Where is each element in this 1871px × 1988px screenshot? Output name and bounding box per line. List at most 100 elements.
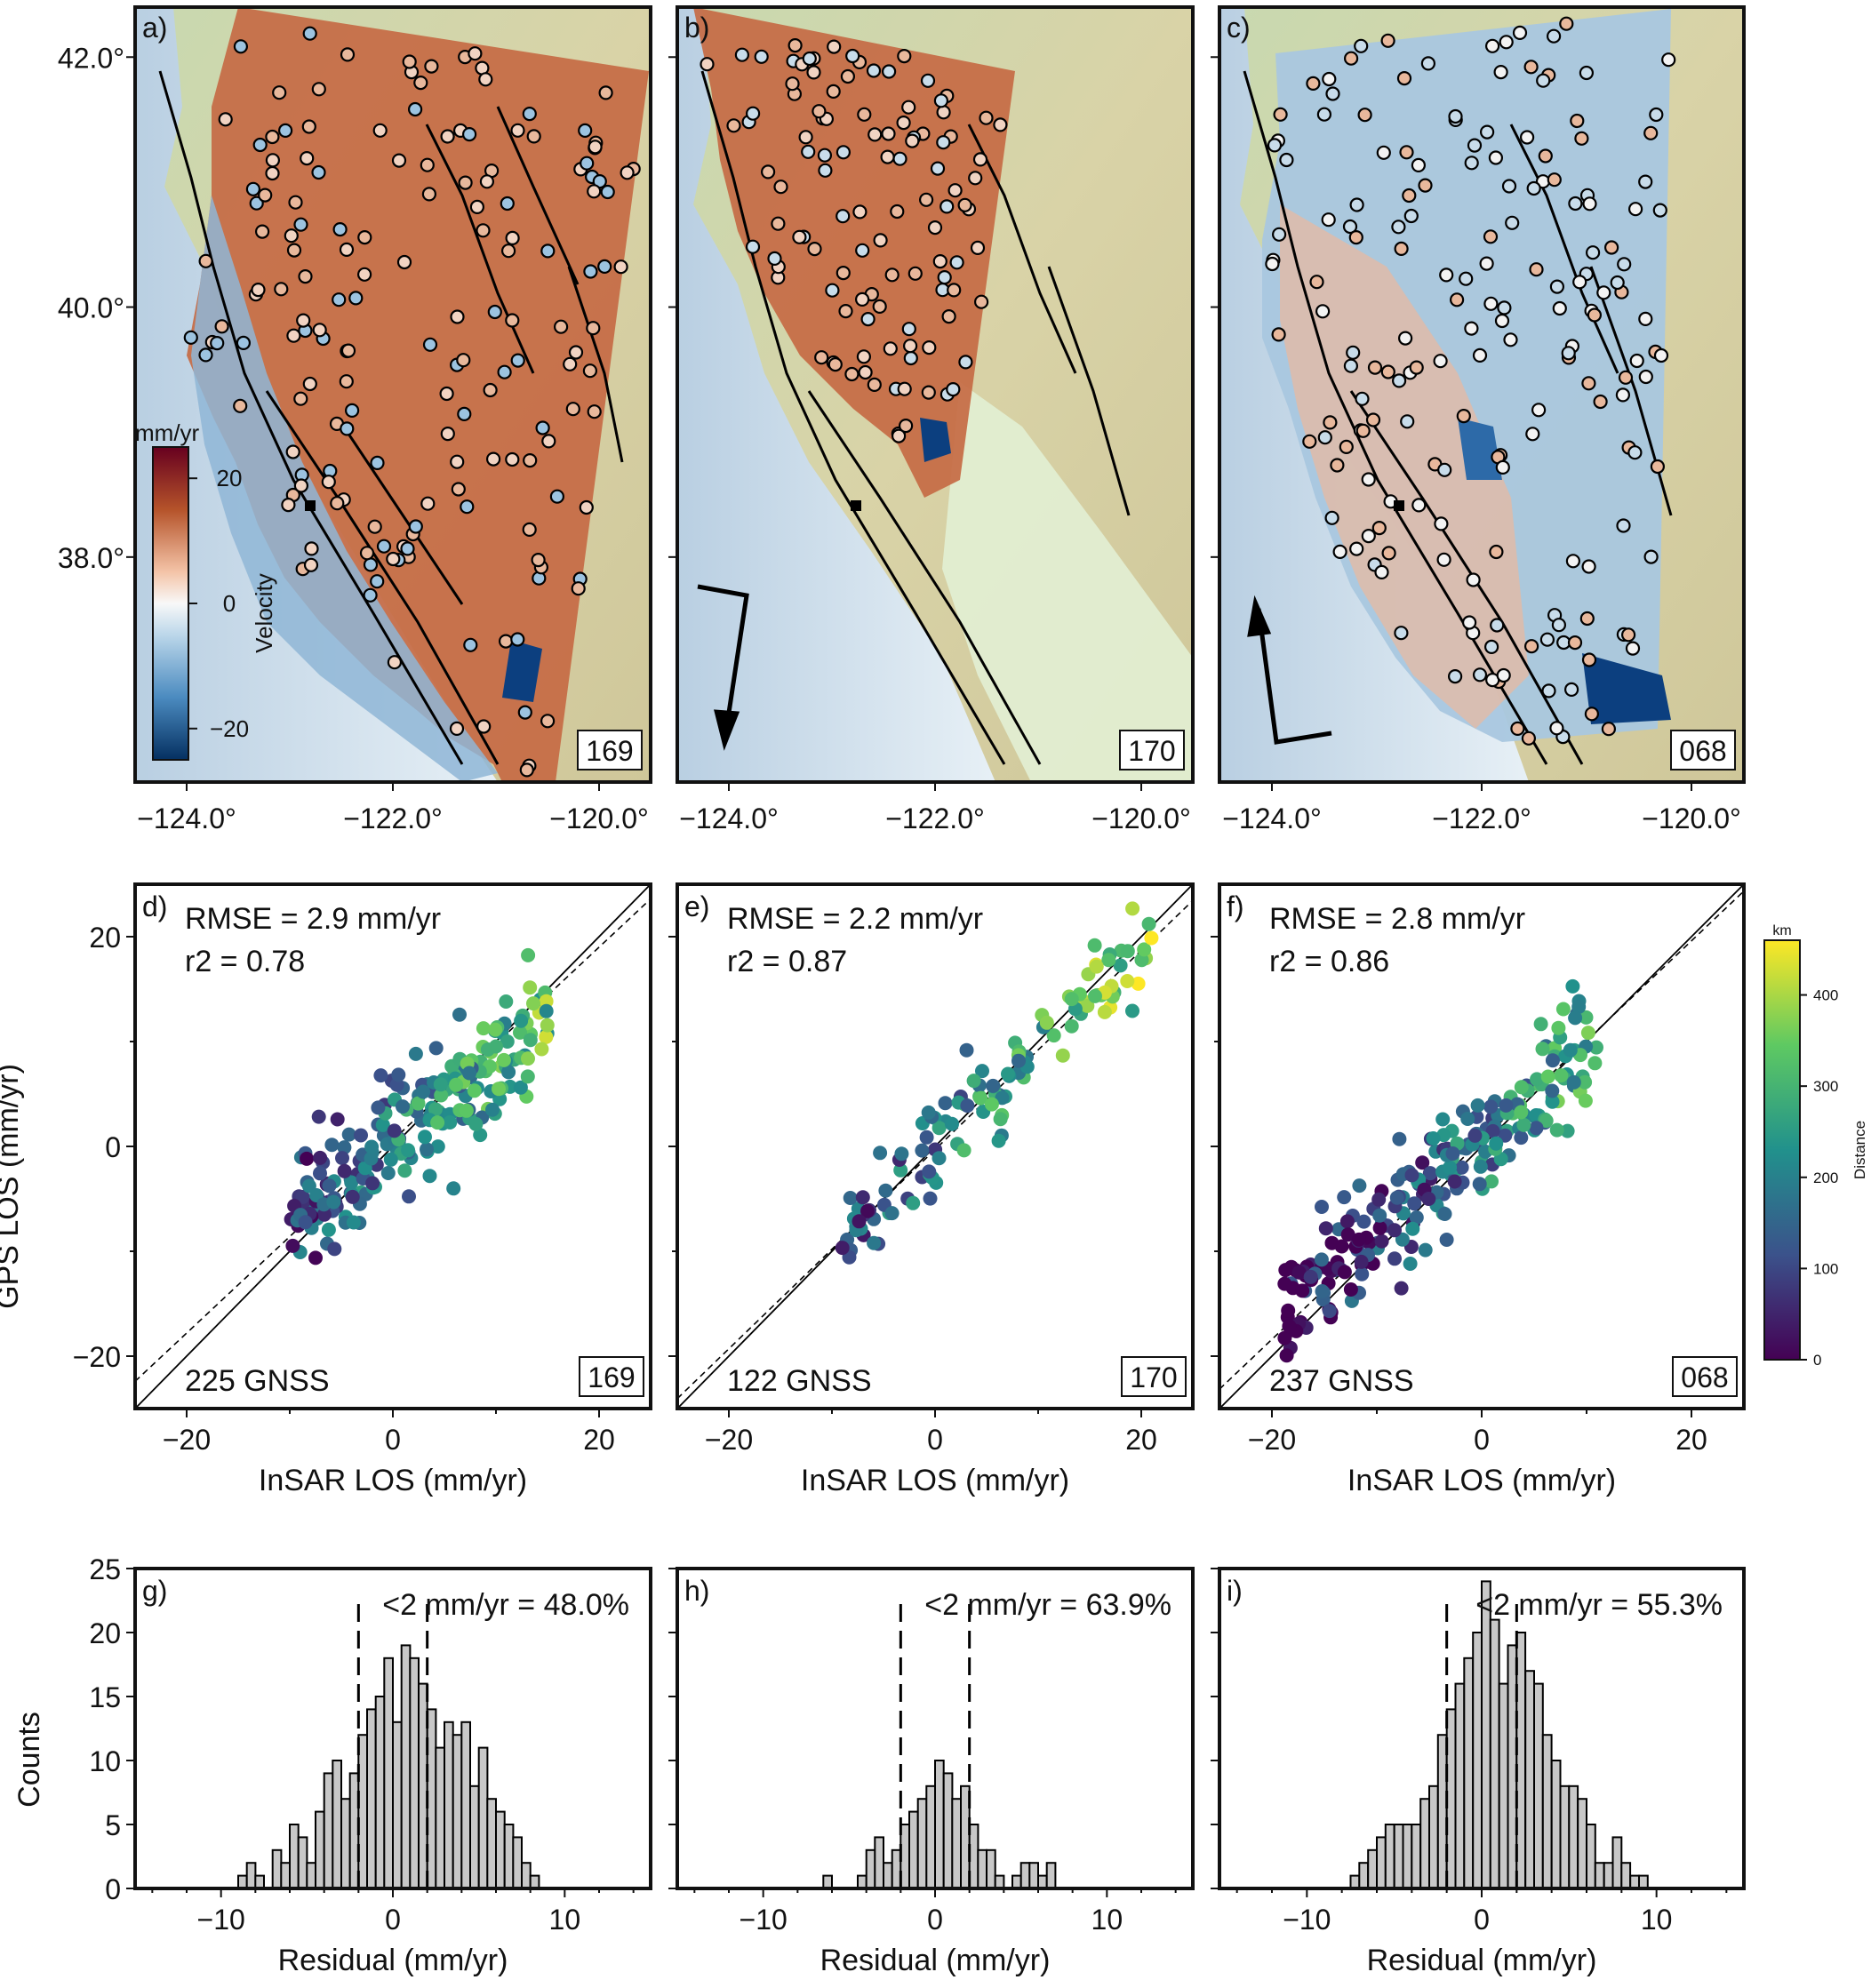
gnss-station-marker <box>1361 472 1376 487</box>
gnss-station-marker <box>1570 113 1585 129</box>
gnss-station-marker <box>571 581 586 596</box>
scatter-point <box>991 1133 1006 1148</box>
scatter-point <box>1088 988 1102 1003</box>
insar-subsidence-spot-2 <box>1458 418 1502 480</box>
gnss-station-marker <box>1402 188 1417 204</box>
histogram-bar <box>366 1708 377 1890</box>
velocity-colorbar-ticks: 20 0 −20 <box>188 465 249 742</box>
velocity-colorbar-tick-label: 0 <box>223 590 236 617</box>
histogram-bar <box>1376 1836 1387 1889</box>
scatter-xlabel: InSAR LOS (mm/yr) <box>259 1464 527 1497</box>
scatter-point <box>316 1207 332 1222</box>
gnss-station-marker <box>1495 459 1510 475</box>
gnss-station-marker <box>1525 427 1540 442</box>
gnss-station-marker <box>1496 667 1511 683</box>
threshold-percent-label: <2 mm/yr = 55.3% <box>1475 1588 1723 1622</box>
gnss-station-marker <box>1650 459 1666 475</box>
x-tick-label: −10 <box>740 1904 788 1936</box>
scatter-point <box>1514 1130 1529 1146</box>
map-lon-tick-label: −122.0° <box>885 802 985 834</box>
scatter-point <box>932 1121 947 1136</box>
gnss-station-marker <box>901 322 916 337</box>
scatter-point <box>411 1096 426 1111</box>
scatter-point <box>521 1051 535 1066</box>
scatter-point <box>473 1128 488 1143</box>
map-lat-tick-label: 38.0° <box>58 542 124 574</box>
gnss-station-marker <box>726 118 741 133</box>
gnss-station-marker <box>460 499 475 515</box>
gnss-station-marker <box>827 39 842 54</box>
scatter-point <box>1387 1223 1402 1238</box>
gnss-station-marker <box>1653 347 1669 363</box>
distance-colorbar-tick-label: 0 <box>1813 1352 1821 1369</box>
scatter-point <box>365 1176 380 1191</box>
scatter-point <box>1087 938 1102 953</box>
histogram-bar <box>1568 1784 1579 1890</box>
histogram-bar <box>435 1746 445 1889</box>
histogram-bar <box>1577 1798 1587 1889</box>
gnss-station-marker <box>420 496 436 511</box>
gnss-station-marker <box>881 64 897 79</box>
gnss-station-marker <box>461 127 477 142</box>
scatter-point <box>1387 1251 1402 1266</box>
gnss-station-marker <box>330 496 345 511</box>
rmse-label: RMSE = 2.2 mm/yr <box>727 902 983 936</box>
scatter-point <box>420 1142 434 1157</box>
y-tick-label: 20 <box>89 1617 121 1649</box>
gnss-station-marker <box>867 377 882 392</box>
histogram-bar <box>323 1772 334 1890</box>
gnss-station-marker <box>856 349 872 364</box>
gnss-station-marker <box>421 187 436 202</box>
scatter-point <box>1277 1276 1292 1291</box>
histogram-bar <box>306 1862 316 1889</box>
scatter-point <box>383 1152 398 1167</box>
histogram-bar <box>529 1874 540 1890</box>
gnss-station-marker <box>1539 632 1555 647</box>
scatter-point <box>1435 1112 1451 1127</box>
gnss-station-marker <box>972 152 988 167</box>
scatter-point <box>1439 1233 1454 1247</box>
scatter-ylabel: GPS LOS (mm/yr) <box>0 1064 25 1309</box>
gnss-station-marker <box>1567 635 1583 651</box>
gnss-station-marker <box>450 309 465 324</box>
scatter-point <box>337 1140 352 1155</box>
gnss-station-marker <box>1380 364 1395 379</box>
scatter-point <box>956 1143 971 1158</box>
gnss-station-marker <box>408 519 423 534</box>
gnss-station-marker <box>891 428 907 443</box>
scatter-point <box>1560 1123 1575 1138</box>
scatter-point <box>1447 1174 1462 1189</box>
gnss-station-marker <box>840 68 856 84</box>
gnss-station-marker <box>498 634 514 649</box>
gnss-station-marker <box>1456 409 1471 424</box>
gnss-station-marker <box>1365 412 1381 427</box>
gnss-station-marker <box>1403 208 1419 224</box>
y-tick-label: 20 <box>89 922 121 954</box>
gnss-station-marker <box>932 254 947 269</box>
scatter-point <box>1445 1146 1460 1161</box>
gnss-station-marker <box>1396 70 1412 86</box>
gnss-station-marker <box>598 85 613 100</box>
gnss-station-marker <box>298 269 313 284</box>
scatter-point <box>1064 1018 1079 1034</box>
gnss-station-marker <box>1616 518 1631 533</box>
gnss-station-marker <box>293 217 308 232</box>
gnss-station-marker <box>1371 520 1387 536</box>
gnss-station-marker <box>578 123 593 138</box>
histogram-bar <box>883 1862 893 1889</box>
scatter-point <box>1277 1330 1292 1345</box>
gnss-station-marker <box>218 112 233 127</box>
gnss-station-marker <box>1317 430 1332 445</box>
scatter-point <box>919 1130 934 1145</box>
scatter-point <box>1131 976 1146 991</box>
gnss-station-marker <box>873 233 888 248</box>
map-lat-tick-label: 42.0° <box>58 42 124 74</box>
gnss-station-marker <box>274 282 289 297</box>
threshold-percent-label: <2 mm/yr = 48.0% <box>382 1588 629 1622</box>
r2-label: r2 = 0.86 <box>1269 945 1389 978</box>
panel-label: f) <box>1227 890 1244 922</box>
gnss-station-marker <box>1581 376 1596 391</box>
scatter-point <box>975 1064 989 1079</box>
scatter-point <box>966 1074 981 1089</box>
scatter-point <box>380 1166 396 1180</box>
